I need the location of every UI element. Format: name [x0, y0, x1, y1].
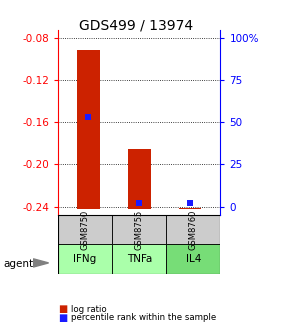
Text: TNFa: TNFa [126, 254, 152, 264]
Bar [58, 245, 112, 274]
Bar [166, 245, 220, 274]
Bar [112, 215, 166, 245]
Text: ■: ■ [58, 304, 67, 314]
Polygon shape [33, 259, 49, 267]
Bar [128, 149, 151, 209]
Text: agent: agent [3, 259, 33, 269]
Bar [77, 50, 100, 209]
Text: GSM8760: GSM8760 [189, 210, 198, 250]
Text: percentile rank within the sample: percentile rank within the sample [71, 313, 216, 322]
Text: ■: ■ [58, 312, 67, 323]
Text: GDS499 / 13974: GDS499 / 13974 [79, 18, 193, 33]
Bar [179, 208, 201, 209]
Text: IFNg: IFNg [73, 254, 97, 264]
Bar [166, 215, 220, 245]
Bar [58, 215, 112, 245]
Bar [112, 245, 166, 274]
Text: GSM8750: GSM8750 [81, 210, 90, 250]
Text: log ratio: log ratio [71, 305, 107, 313]
Text: IL4: IL4 [186, 254, 201, 264]
Text: GSM8755: GSM8755 [135, 210, 144, 250]
